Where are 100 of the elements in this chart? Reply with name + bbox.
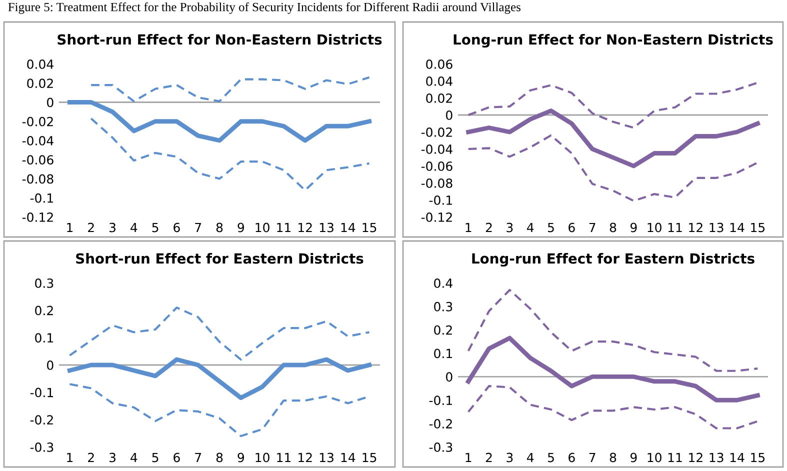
x-tick-label: 1: [67, 452, 73, 462]
y-tick-label: -0.06: [22, 155, 54, 165]
y-tick-label: -0.04: [421, 144, 452, 154]
x-tick-label: 11: [277, 222, 290, 232]
x-tick-label: 9: [630, 452, 637, 462]
x-tick-label: 2: [486, 222, 492, 232]
x-tick-label: 2: [486, 452, 492, 462]
y-tick-label: -0.12: [22, 212, 53, 222]
x-tick-label: 15: [751, 452, 765, 462]
y-tick-label: 0.02: [27, 78, 53, 88]
x-tick-label: 9: [238, 222, 244, 232]
line-series: [90, 76, 370, 102]
y-tick-label: -0.02: [22, 116, 53, 126]
x-tick-label: 7: [589, 222, 596, 232]
x-tick-label: 14: [341, 452, 356, 462]
y-tick-label: 0.3: [434, 302, 452, 312]
y-tick-label: -0.1: [429, 195, 452, 205]
line-series: [467, 82, 759, 129]
x-tick-label: 12: [298, 452, 312, 462]
x-tick-label: 15: [362, 222, 376, 232]
y-tick-label: 0: [446, 372, 452, 382]
x-tick-label: 7: [589, 452, 596, 462]
caption: Figure 5: Treatment Effect for the Probability of Security Incidents for Different Radii around Villages: [8, 2, 520, 14]
x-tick-label: 5: [548, 452, 554, 462]
x-tick-label: 6: [174, 452, 180, 462]
y-tick-label: 0.2: [35, 306, 53, 316]
x-tick-label: 6: [568, 452, 575, 462]
x-tick-label: 13: [710, 222, 724, 232]
x-tick-label: 15: [751, 222, 765, 232]
x-tick-label: 3: [506, 222, 513, 232]
x-tick-label: 3: [109, 222, 116, 232]
y-tick-label: -0.2: [429, 419, 452, 428]
x-tick-label: 11: [668, 452, 682, 462]
x-tick-label: 1: [67, 222, 73, 232]
x-tick-label: 5: [548, 222, 554, 232]
x-tick-label: 14: [730, 222, 744, 232]
x-tick-label: 6: [568, 222, 575, 232]
y-tick-label: 0.3: [35, 278, 54, 288]
y-tick-label: -0.08: [22, 174, 54, 184]
x-tick-label: 8: [610, 222, 616, 232]
line-series: [467, 134, 759, 202]
x-tick-label: 2: [88, 452, 94, 462]
line-series: [90, 117, 370, 192]
x-tick-label: 9: [238, 452, 244, 462]
x-tick-label: 1: [466, 222, 472, 232]
x-tick-label: 12: [689, 222, 702, 232]
y-tick-label: -0.1: [30, 388, 53, 398]
x-tick-label: 4: [526, 222, 534, 232]
y-tick-label: 0.1: [35, 333, 53, 343]
x-tick-label: 3: [506, 452, 513, 462]
chart-title: Long-run Effect for Eastern Districts: [472, 253, 754, 267]
y-tick-label: -0.1: [429, 396, 452, 406]
line-series: [68, 306, 370, 361]
x-tick-label: 8: [610, 452, 616, 462]
line-series: [466, 108, 760, 168]
line-series: [466, 336, 760, 402]
x-tick-label: 1: [466, 452, 472, 462]
y-tick-label: 0.04: [27, 59, 54, 69]
x-tick-label: 11: [668, 222, 682, 232]
line-series: [467, 385, 759, 430]
chart-title: Short-run Effect for Non-Eastern Districts: [58, 34, 382, 45]
x-tick-label: 10: [256, 452, 270, 462]
y-tick-label: 0: [47, 98, 54, 108]
x-tick-label: 5: [152, 452, 158, 462]
x-tick-label: 10: [648, 222, 662, 232]
x-tick-label: 8: [216, 452, 223, 462]
x-tick-label: 7: [195, 452, 202, 462]
chart-title: Short-run Effect for Eastern Districts: [76, 253, 364, 264]
x-tick-label: 4: [526, 452, 534, 462]
y-tick-label: -0.06: [421, 161, 452, 171]
x-tick-label: 5: [152, 222, 158, 232]
y-tick-label: 0.04: [426, 76, 452, 86]
x-tick-label: 2: [88, 222, 94, 232]
x-tick-label: 6: [174, 222, 180, 232]
line-series: [467, 288, 759, 372]
x-tick-label: 11: [277, 452, 290, 462]
x-tick-label: 3: [109, 452, 116, 462]
y-tick-label: 0.02: [426, 93, 452, 103]
y-tick-label: 0.06: [426, 59, 452, 69]
y-tick-label: 0.1: [434, 348, 452, 358]
x-tick-label: 7: [195, 222, 202, 232]
chart-title: Long-run Effect for Non-Eastern Districts: [454, 34, 773, 48]
x-tick-label: 13: [710, 452, 724, 462]
x-tick-label: 15: [362, 452, 376, 462]
y-tick-label: -0.1: [30, 193, 53, 203]
x-tick-label: 12: [298, 222, 312, 232]
line-series: [67, 100, 372, 143]
y-tick-label: 0: [47, 360, 54, 370]
line-series: [67, 357, 372, 400]
y-tick-label: -0.12: [421, 212, 452, 222]
y-tick-label: -0.3: [30, 442, 54, 452]
y-tick-label: 0.4: [434, 278, 452, 288]
y-tick-label: 0.2: [434, 325, 452, 335]
x-tick-label: 14: [341, 222, 356, 232]
y-tick-label: -0.08: [421, 178, 452, 188]
x-tick-label: 14: [730, 452, 744, 462]
x-tick-label: 13: [320, 222, 334, 232]
x-tick-label: 9: [630, 222, 637, 232]
x-tick-label: 4: [130, 222, 138, 232]
x-tick-label: 8: [216, 222, 223, 232]
